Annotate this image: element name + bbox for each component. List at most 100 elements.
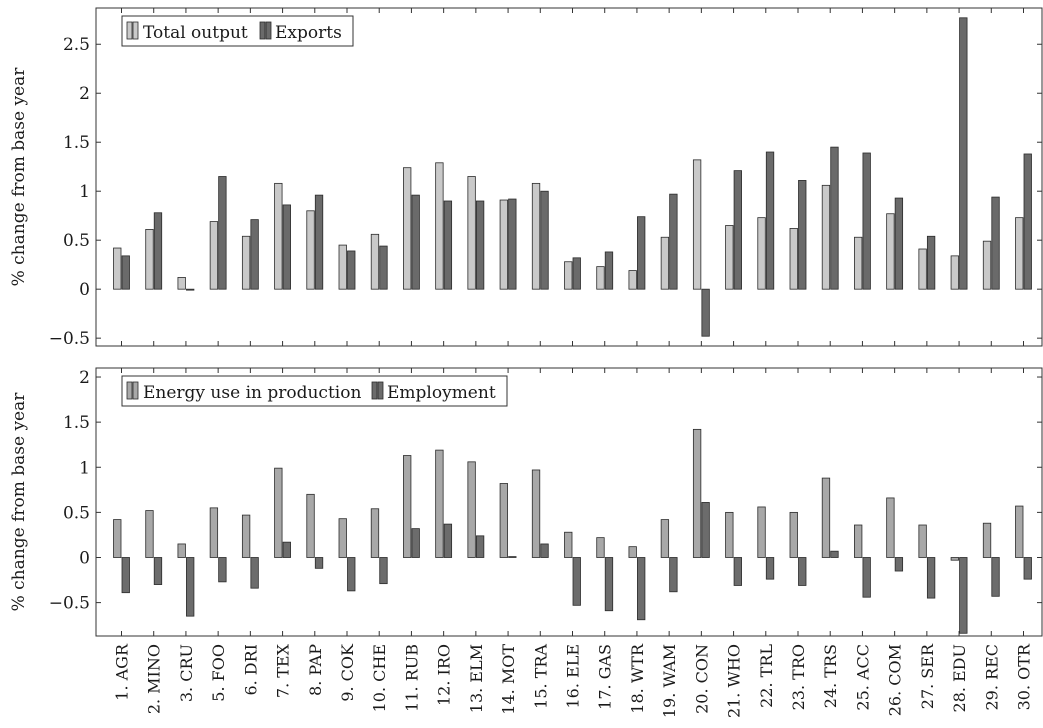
x-category-label: 21. WHO (725, 644, 744, 718)
top-legend-swatch-exports (259, 21, 272, 40)
bottom-bar-series2 (669, 557, 678, 593)
top-bar-series1 (467, 176, 476, 290)
bottom-bar-series1 (757, 506, 766, 558)
top-bar-series2 (379, 245, 388, 290)
x-category-label: 16. ELE (564, 644, 583, 709)
top-panel: −0.5 0 0.5 1 1.5 2 2.5 % change from base year… (9, 7, 1043, 349)
top-ytick-label: −0.5 (49, 329, 90, 349)
bottom-bar-series1 (274, 467, 283, 558)
top-bar-series2 (765, 151, 775, 290)
bottom-legend: Energy use in production Employment (121, 375, 508, 407)
x-category-label: 14. MOT (499, 644, 518, 715)
bottom-bar-series2 (282, 541, 291, 558)
bottom-bar-series1 (370, 508, 380, 558)
x-category-label: 2. MINO (145, 644, 164, 714)
bottom-bar-series2 (572, 557, 581, 606)
bottom-ytick-label: 2 (79, 368, 90, 388)
x-category-label: 19. WAM (660, 644, 679, 718)
bottom-bar-series1 (467, 461, 476, 558)
top-ytick-label: 2 (79, 84, 90, 104)
top-bar-series1 (177, 277, 186, 290)
top-bar-series2 (121, 255, 130, 290)
bottom-ytick-label: 0 (79, 548, 90, 568)
bottom-bar-series1 (145, 510, 154, 558)
top-ytick-label: 1.5 (63, 133, 90, 153)
x-axis-category-labels: 1. AGR 2. MINO 3. CRU 5. FOO 6. DRI 7. TEX 8. … (113, 643, 1034, 718)
bottom-bar-series1 (435, 449, 444, 558)
bottom-bar-series2 (798, 557, 807, 586)
bottom-legend-label-employment: Employment (387, 383, 496, 403)
x-category-label: 24. TRS (821, 644, 840, 708)
bottom-plot-frame (95, 367, 1043, 637)
top-bar-series2 (443, 200, 453, 290)
x-category-label: 28. EDU (950, 644, 969, 713)
top-bar-series1 (821, 184, 831, 290)
bottom-bar-series2 (218, 557, 227, 583)
top-ytick-label: 0 (79, 280, 90, 300)
x-category-label: 6. DRI (241, 644, 260, 696)
x-category-label: 8. PAP (306, 644, 325, 696)
top-bar-series1 (950, 255, 959, 290)
top-bar-series1 (982, 240, 992, 290)
bottom-bar-series2 (733, 557, 742, 586)
bottom-ytick-label: 1.5 (63, 413, 90, 433)
top-bar-series2 (733, 170, 742, 290)
top-bar-series2 (798, 180, 807, 290)
x-category-label: 27. SER (918, 643, 937, 709)
bottom-bar-series2 (250, 557, 259, 589)
bottom-bar-series2 (314, 557, 324, 569)
x-category-label: 18. WTR (628, 643, 647, 714)
bottom-bar-series1 (918, 524, 927, 558)
top-y-axis-title: % change from base year (9, 67, 29, 287)
bottom-legend-swatch-employment (371, 381, 384, 400)
bottom-bar-series2 (926, 557, 936, 599)
bottom-ytick-label: −0.5 (49, 594, 90, 614)
bottom-bar-series2 (379, 557, 388, 585)
bottom-bar-series2 (1023, 557, 1032, 580)
bottom-bar-series2 (894, 557, 904, 572)
top-bar-series1 (209, 221, 219, 290)
x-category-label: 7. TEX (274, 643, 293, 698)
top-bar-series1 (596, 266, 605, 290)
bottom-bar-series1 (886, 497, 895, 558)
x-category-label: 9. COK (338, 643, 357, 702)
x-category-label: 30. OTR (1015, 643, 1034, 710)
bottom-bar-series2 (153, 557, 163, 585)
top-bar-series1 (628, 270, 637, 290)
top-bar-series1 (660, 236, 670, 290)
bottom-bar-series1 (531, 469, 541, 558)
bottom-bar-series1 (982, 522, 992, 558)
top-bar-series2 (701, 288, 710, 337)
top-bar-series2 (314, 194, 324, 290)
top-bar-series2 (572, 257, 581, 290)
top-bar-series2 (604, 251, 614, 290)
top-bar-series1 (757, 217, 766, 290)
bottom-y-axis-title: % change from base year (9, 392, 29, 612)
x-category-label: 23. TRO (789, 644, 808, 710)
bottom-bars-group (113, 368, 1032, 636)
bottom-bar-series1 (306, 493, 315, 558)
bottom-bar-series1 (660, 519, 670, 558)
top-y-axis: −0.5 0 0.5 1 1.5 2 2.5 (49, 35, 1042, 349)
bottom-bar-series1 (596, 537, 605, 558)
bottom-panel: −0.5 0 0.5 1 1.5 2 % change from base year En… (9, 367, 1043, 637)
top-bar-series1 (564, 261, 573, 290)
bottom-bar-series2 (604, 557, 614, 612)
top-bar-series1 (692, 159, 702, 290)
top-bar-series1 (918, 248, 927, 290)
bottom-bar-series1 (177, 543, 186, 558)
top-bar-series1 (274, 182, 283, 290)
top-bar-series1 (886, 213, 895, 290)
top-bar-series2 (347, 250, 356, 290)
x-category-label: 20. CON (692, 644, 711, 714)
bottom-bar-series1 (950, 557, 959, 561)
bottom-bar-series1 (854, 524, 863, 558)
bottom-bar-series2 (508, 556, 517, 558)
top-bar-series2 (218, 176, 227, 290)
bottom-legend-label-energy: Energy use in production (143, 383, 361, 403)
top-bar-series2 (830, 146, 839, 290)
bottom-bar-series1 (403, 455, 412, 558)
x-category-label: 10. CHE (370, 644, 389, 712)
bottom-bar-series1 (692, 428, 702, 558)
bottom-bar-series2 (121, 557, 130, 594)
